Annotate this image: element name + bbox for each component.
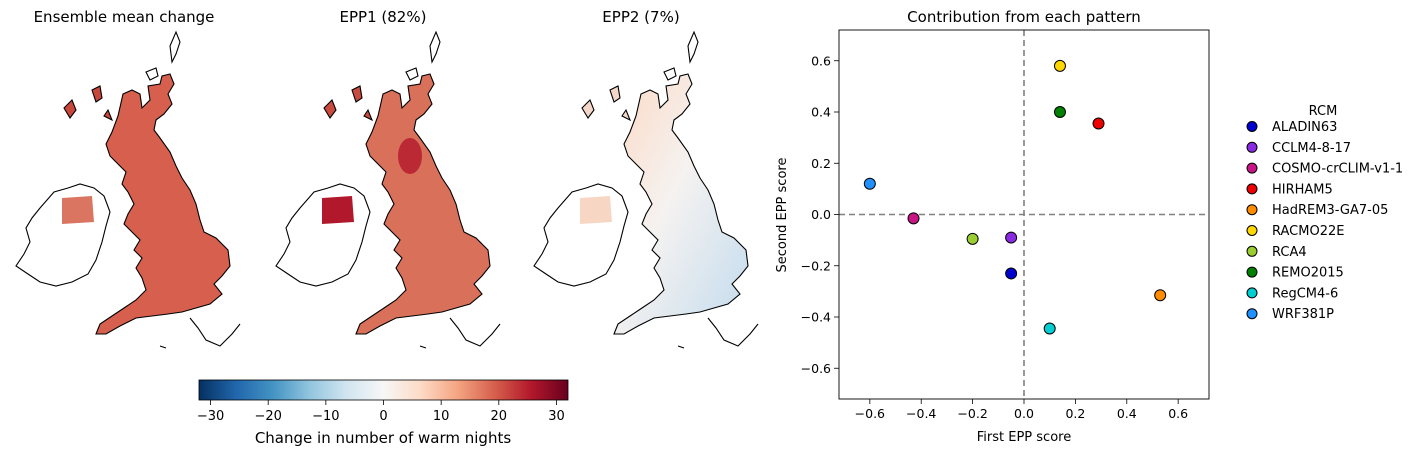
great-britain-outline <box>355 73 491 335</box>
shetland-outline <box>169 30 181 64</box>
hebrides-outline <box>63 85 114 122</box>
colorbar-tick-label: 30 <box>548 409 565 424</box>
point-hadrem3-ga7-05 <box>1154 289 1167 302</box>
legend-marker <box>1246 287 1258 299</box>
legend-marker <box>1246 266 1258 278</box>
legend-marker <box>1246 225 1258 236</box>
northern-ireland-field <box>62 196 94 224</box>
x-tick-label: 0.4 <box>1117 406 1137 421</box>
northern-ireland-field <box>322 196 354 224</box>
france-coast-outline <box>677 317 759 349</box>
hebrides-outline <box>581 85 632 122</box>
legend-label: REMO2015 <box>1272 266 1344 281</box>
colorbar-tick-label: −20 <box>254 409 281 424</box>
map-title-ensemble: Ensemble mean change <box>33 8 215 26</box>
y-tick-label: 0.0 <box>811 207 831 222</box>
legend-marker <box>1246 183 1258 195</box>
colorbar-label: Change in number of warm nights <box>255 429 512 447</box>
legend-marker <box>1246 308 1258 320</box>
legend-label: CCLM4-8-17 <box>1272 141 1351 156</box>
france-coast-outline <box>159 317 241 349</box>
x-tick-label: 0.6 <box>1168 406 1188 421</box>
legend-label: HIRHAM5 <box>1272 182 1333 197</box>
colorbar-gradient <box>198 379 569 401</box>
legend-label: ALADIN63 <box>1272 120 1337 135</box>
shetland-outline <box>429 30 441 64</box>
shetland-outline <box>687 30 699 64</box>
point-hirham5 <box>1092 117 1105 130</box>
legend-marker <box>1246 245 1258 257</box>
legend-label: RCA4 <box>1272 245 1307 260</box>
legend-marker <box>1246 121 1258 132</box>
legend-marker <box>1246 141 1258 153</box>
y-tick-label: 0.4 <box>811 105 831 120</box>
y-tick-label: 0.2 <box>811 156 831 171</box>
colorbar-tick-label: 10 <box>433 409 450 424</box>
y-tick-label: −0.6 <box>801 361 831 376</box>
point-aladin63 <box>1005 267 1018 280</box>
map-epp2 <box>533 30 759 349</box>
point-racmo22e <box>1053 59 1066 72</box>
legend-label: RegCM4-6 <box>1272 286 1338 301</box>
orkney-outline <box>663 67 677 81</box>
map-title-epp1: EPP1 (82%) <box>339 8 427 26</box>
x-axis-label: First EPP score <box>977 430 1071 445</box>
northern-ireland-field <box>580 196 612 224</box>
point-cclm4-8-17 <box>1005 231 1018 244</box>
x-tick-label: −0.6 <box>855 406 885 421</box>
colorbar-tick-label: −30 <box>197 409 224 424</box>
legend-title: RCM <box>1309 104 1338 119</box>
chart-title: Contribution from each pattern <box>907 8 1141 26</box>
colorbar-tick-label: 20 <box>491 409 508 424</box>
legend-marker <box>1246 162 1258 174</box>
scatter-chart: Contribution from each pattern −0.6 −0.4 −… <box>775 8 1403 445</box>
x-tick-label: −0.4 <box>906 406 936 421</box>
legend-label: COSMO-crCLIM-v1-1 <box>1272 162 1403 177</box>
point-cosmo-crclim-v1-1 <box>907 212 920 225</box>
great-britain-outline <box>95 73 231 335</box>
map-ensemble-mean-change <box>15 30 241 349</box>
y-tick-label: −0.2 <box>801 258 831 273</box>
map-epp1 <box>275 30 501 349</box>
orkney-outline <box>145 67 159 81</box>
x-tick-label: −0.2 <box>957 406 987 421</box>
point-wrf381p <box>863 177 876 190</box>
x-tick-label: 0.2 <box>1065 406 1085 421</box>
great-britain-outline <box>613 73 749 335</box>
point-rca4 <box>966 232 979 245</box>
legend-label: RACMO22E <box>1272 224 1344 239</box>
y-tick-label: 0.6 <box>811 53 831 68</box>
x-tick-label: 0.0 <box>1014 406 1034 421</box>
legend-label: HadREM3-GA7-05 <box>1272 203 1388 218</box>
orkney-outline <box>405 67 419 81</box>
highland-hotspot <box>398 138 422 174</box>
colorbar: −30 −20 −10 0 10 20 30 Change in number of war… <box>197 379 569 447</box>
point-regcm4-6 <box>1043 322 1056 335</box>
map-title-epp2: EPP2 (7%) <box>602 8 680 26</box>
legend: RCM ALADIN63 CCLM4-8-17 COSMO-crCLIM-v1-1 H… <box>1246 104 1403 322</box>
france-coast-outline <box>419 317 501 349</box>
hebrides-outline <box>323 85 374 122</box>
colorbar-tick-label: 0 <box>379 409 387 424</box>
y-tick-label: −0.4 <box>801 310 831 325</box>
y-axis-label: Second EPP score <box>775 158 790 273</box>
colorbar-tick-label: −10 <box>312 409 339 424</box>
point-remo2015 <box>1053 106 1066 118</box>
legend-label: WRF381P <box>1272 307 1334 322</box>
plot-frame <box>838 29 1210 400</box>
legend-marker <box>1246 204 1258 216</box>
